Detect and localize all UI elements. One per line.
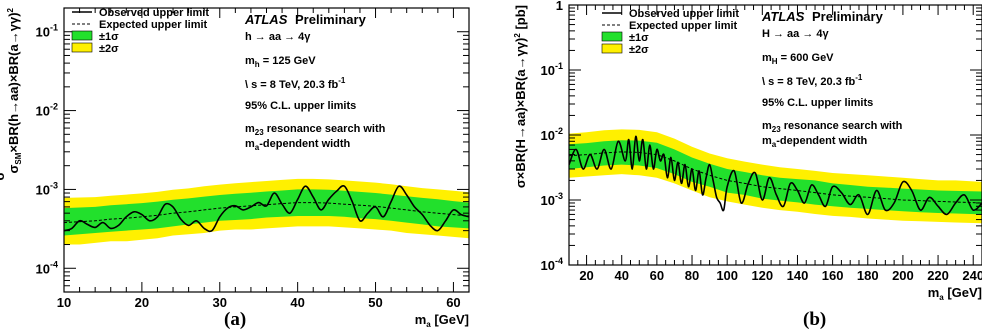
expected-line xyxy=(64,202,469,224)
x-tick-label: 10 xyxy=(57,295,71,310)
y-tick-label: 1 xyxy=(556,0,563,13)
chart-panel-b: 20 40 60 80 100 120 140 160 180 200 220 240 10-4 10-3… xyxy=(507,0,982,335)
legend-expected-label: Expected upper limit xyxy=(99,19,208,31)
search-label-1: m23​ resonance search with xyxy=(762,120,903,134)
search-label-2: ma​-dependent width xyxy=(245,138,351,152)
y-axis-title: σ×BR(H→aa)×BR(a→γγ)2​ [pb] xyxy=(513,5,528,188)
preliminary-label: Preliminary xyxy=(295,12,367,27)
cl-label: 95% C.L. upper limits xyxy=(762,97,873,109)
x-axis-title: ma​ [GeV] xyxy=(415,312,469,329)
x-tick-label: 40 xyxy=(290,295,304,310)
x-tick-label: 180 xyxy=(857,268,879,283)
x-tick-label: 220 xyxy=(927,268,949,283)
y-tick-label: 10-2 xyxy=(541,126,563,143)
legend-2sigma-label: ±2σ xyxy=(99,43,119,55)
plot-frame xyxy=(63,7,470,293)
mass-label: mh​ = 125 GeV xyxy=(245,55,316,69)
x-tick-label: 100 xyxy=(716,268,738,283)
y-tick-label: 10-3 xyxy=(36,180,58,197)
x-tick-label: 240 xyxy=(962,268,982,283)
caption-a: (a) xyxy=(224,309,247,330)
band-1sigma xyxy=(569,140,982,215)
search-label-1: m23​ resonance search with xyxy=(245,123,386,137)
x-axis-title: ma​ [GeV] xyxy=(928,285,982,302)
legend-expected-label: Expected upper limit xyxy=(629,20,738,32)
y-tick-label: 10-2 xyxy=(36,102,58,119)
caption-b: (b) xyxy=(803,309,827,330)
x-tick-label: 50 xyxy=(368,295,382,310)
plot-area xyxy=(64,178,469,245)
search-label-2: ma​-dependent width xyxy=(762,135,868,149)
x-tick-label: 140 xyxy=(787,268,809,283)
x-tick-label: 20 xyxy=(579,268,593,283)
process-label: H → aa → 4γ xyxy=(762,28,830,40)
legend-1sigma-label: ±1σ xyxy=(99,31,119,43)
legend-observed-label: Observed upper limit xyxy=(629,8,739,20)
x-tick-label: 160 xyxy=(822,268,844,283)
atlas-label: ATLAS xyxy=(244,12,288,27)
x-tick-label: 80 xyxy=(685,268,699,283)
process-label: h → aa → 4γ xyxy=(245,31,311,43)
mass-label: mH​ = 600 GeV xyxy=(762,52,834,66)
y-axis-title-numerator: σ xyxy=(0,171,7,180)
legend-2sigma-swatch xyxy=(71,42,93,53)
chart-panel-a: 10 20 30 40 50 60 10-4 10-3 10-2 10-1 ma​ [GeV] σSM… xyxy=(0,0,475,335)
legend-1sigma-swatch xyxy=(601,31,623,42)
preliminary-label: Preliminary xyxy=(812,9,884,24)
legend-1sigma-label: ±1σ xyxy=(629,32,649,44)
band-1sigma xyxy=(64,189,469,236)
legend-observed-label: Observed upper limit xyxy=(99,7,209,19)
energy-label: \ s = 8 TeV, 20.3 fb-1​ xyxy=(762,73,863,88)
legend-2sigma-swatch xyxy=(601,43,623,54)
legend-1sigma-swatch xyxy=(71,30,93,41)
x-tick-label: 60 xyxy=(446,295,460,310)
atlas-label: ATLAS xyxy=(761,9,805,24)
y-tick-label: 10-1 xyxy=(36,23,58,40)
y-axis-title: σSM​×BR(h→aa)×BR(a→γγ)2​ xyxy=(6,7,23,173)
y-tick-label: 10-3 xyxy=(541,191,563,208)
y-tick-label: 10-4 xyxy=(36,259,58,276)
cl-label: 95% C.L. upper limits xyxy=(245,100,356,112)
chart-b-svg: 20 40 60 80 100 120 140 160 180 200 220 240 10-4 10-3… xyxy=(513,0,982,302)
observed-line xyxy=(569,135,982,216)
energy-label: \ s = 8 TeV, 20.3 fb-1​ xyxy=(245,76,346,91)
expected-line xyxy=(569,151,982,204)
x-tick-label: 60 xyxy=(650,268,664,283)
x-tick-label: 120 xyxy=(751,268,773,283)
x-tick-label: 20 xyxy=(135,295,149,310)
legend-2sigma-label: ±2σ xyxy=(629,44,649,56)
observed-line xyxy=(64,185,469,233)
x-tick-label: 40 xyxy=(614,268,628,283)
y-tick-label: 10-4 xyxy=(541,256,563,273)
plot-area xyxy=(569,129,982,224)
chart-a-svg: 10 20 30 40 50 60 10-4 10-3 10-2 10-1 ma​ [GeV] σSM… xyxy=(0,7,470,329)
x-tick-label: 30 xyxy=(213,295,227,310)
x-tick-label: 200 xyxy=(892,268,914,283)
y-tick-label: 10-1 xyxy=(541,61,563,78)
